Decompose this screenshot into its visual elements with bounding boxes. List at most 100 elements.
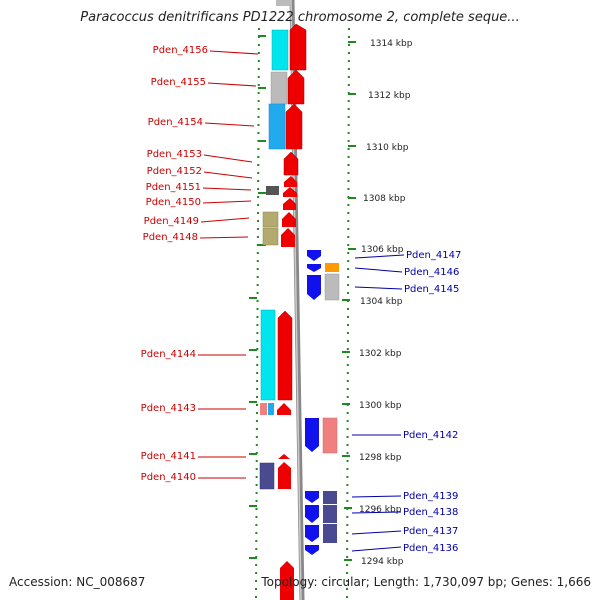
gene-4145-cog[interactable] [324, 273, 340, 301]
gene-4137-cds-arrow[interactable] [305, 525, 319, 542]
gene-label-text[interactable]: Pden_4151 [146, 182, 201, 193]
gene-4156-cog[interactable] [271, 29, 289, 71]
gene-label-text[interactable]: Pden_4138 [403, 507, 458, 518]
gene-label-text[interactable]: Pden_4156 [153, 45, 208, 56]
gene-4144-cog[interactable] [260, 309, 276, 401]
gene-4142-cog[interactable] [322, 417, 338, 454]
topology-summary: Topology: circular; Length: 1,730,097 bp… [261, 575, 591, 589]
gene-4146-cog[interactable] [325, 263, 339, 272]
gene-label-pden-4139[interactable]: Pden_4139 [351, 491, 458, 502]
kbp-tick-label: 1294 kbp [361, 557, 404, 567]
gene-4155-cog[interactable] [270, 71, 288, 105]
gene-4140-cog[interactable] [259, 462, 275, 490]
gene-4149-cds-arrow[interactable] [282, 212, 296, 227]
gene-4139-cds-arrow[interactable] [305, 491, 319, 503]
gene-4143-cds-arrow[interactable] [277, 403, 291, 415]
gene-4140-cds-arrow[interactable] [278, 462, 291, 489]
gene-label-pden-4141[interactable]: Pden_4141 [141, 451, 246, 462]
gene-label-text[interactable]: Pden_4140 [141, 472, 196, 483]
gene-label-text[interactable]: Pden_4145 [404, 284, 459, 295]
kbp-tick-1312: 1312 kbp [258, 87, 411, 101]
gene-label-text[interactable]: Pden_4136 [403, 543, 458, 554]
gene-4149-cog[interactable] [262, 211, 279, 228]
map-title: Paracoccus denitrificans PD1222 chromoso… [80, 10, 520, 25]
gene-4137-cog[interactable] [323, 524, 337, 543]
gene-4151-cds-arrow[interactable] [283, 187, 297, 197]
gene-label-pden-4152[interactable]: Pden_4152 [147, 166, 253, 179]
gene-label-pden-4142[interactable]: Pden_4142 [352, 430, 458, 441]
gene-bottom-cds-arrow[interactable] [280, 561, 294, 600]
gene-label-text[interactable]: Pden_4141 [141, 451, 196, 462]
gene-label-text[interactable]: Pden_4137 [403, 526, 458, 537]
gene-4154-cds-arrow[interactable] [285, 103, 303, 150]
gene-label-text[interactable]: Pden_4146 [404, 267, 459, 278]
kbp-tick-label: 1314 kbp [370, 39, 413, 49]
gene-label-text[interactable]: Pden_4150 [146, 197, 201, 208]
gene-label-text[interactable]: Pden_4143 [141, 403, 196, 414]
gene-label-text[interactable]: Pden_4148 [143, 232, 198, 243]
gene-4153-cds-arrow[interactable] [283, 151, 299, 176]
gene-label-pden-4138[interactable]: Pden_4138 [351, 507, 458, 518]
kbp-tick-label: 1298 kbp [359, 453, 402, 463]
kbp-tick-1304: 1304 kbp [249, 297, 403, 307]
gene-4138-cog[interactable] [323, 505, 337, 523]
kbp-tick-label: 1302 kbp [359, 349, 402, 359]
gene-label-pden-4156[interactable]: Pden_4156 [153, 45, 259, 56]
kbp-tick-1306: 1306 kbp [258, 244, 404, 255]
gene-label-text[interactable]: Pden_4144 [141, 349, 196, 360]
gene-label-pden-4147[interactable]: Pden_4147 [354, 250, 461, 261]
gene-4150-cds-arrow[interactable] [283, 198, 296, 210]
kbp-tick-label: 1312 kbp [368, 91, 411, 101]
gene-4152-cds-arrow[interactable] [284, 176, 297, 187]
kbp-tick-1314: 1314 kbp [258, 35, 413, 49]
gene-4143-cog-b[interactable] [268, 403, 274, 415]
gene-label-text[interactable]: Pden_4154 [148, 117, 203, 128]
gene-4148-cds-arrow[interactable] [281, 228, 295, 247]
gene-4136-cds-arrow[interactable] [305, 545, 319, 555]
gene-4144-cds-arrow[interactable] [277, 310, 293, 401]
kbp-tick-1296: 1296 kbp [249, 505, 402, 515]
gene-4138-cds-arrow[interactable] [305, 505, 319, 523]
gene-label-pden-4140[interactable]: Pden_4140 [141, 472, 246, 483]
gene-top-cds-arrow[interactable] [276, 0, 292, 6]
gene-4142-cds-arrow[interactable] [305, 418, 319, 452]
gene-4143-cog-a[interactable] [260, 403, 267, 415]
gene-4151-cog[interactable] [266, 186, 279, 195]
gene-label-pden-4155[interactable]: Pden_4155 [151, 77, 257, 88]
gene-label-text[interactable]: Pden_4152 [147, 166, 202, 177]
gene-label-text[interactable]: Pden_4139 [403, 491, 458, 502]
gene-4155-cds-arrow[interactable] [287, 69, 305, 105]
gene-4154-cog[interactable] [268, 103, 286, 150]
gene-4145-cds-arrow[interactable] [307, 275, 321, 300]
gene-label-pden-4143[interactable]: Pden_4143 [141, 403, 246, 414]
gene-label-text[interactable]: Pden_4149 [144, 216, 199, 227]
gene-label-pden-4136[interactable]: Pden_4136 [351, 543, 458, 554]
gene-label-pden-4150[interactable]: Pden_4150 [146, 197, 252, 208]
gene-4141-cds-arrow[interactable] [278, 454, 290, 459]
gene-label-pden-4146[interactable]: Pden_4146 [354, 267, 459, 278]
gene-label-text[interactable]: Pden_4153 [147, 149, 202, 160]
gene-4146-cds-arrow[interactable] [307, 264, 321, 272]
kbp-tick-1302: 1302 kbp [249, 349, 402, 359]
accession-text: Accession: NC_008687 [9, 575, 146, 589]
gene-label-text[interactable]: Pden_4147 [406, 250, 461, 261]
outer-ruler-right [346, 27, 350, 599]
gene-label-pden-4151[interactable]: Pden_4151 [146, 182, 252, 193]
gene-label-text[interactable]: Pden_4155 [151, 77, 206, 88]
gene-label-pden-4148[interactable]: Pden_4148 [143, 232, 249, 243]
gene-label-pden-4149[interactable]: Pden_4149 [144, 216, 250, 227]
gene-label-pden-4144[interactable]: Pden_4144 [141, 349, 246, 360]
kbp-tick-label: 1304 kbp [360, 297, 403, 307]
gene-4156-cds-arrow[interactable] [289, 23, 307, 71]
gene-label-pden-4137[interactable]: Pden_4137 [351, 526, 458, 537]
gene-label-pden-4154[interactable]: Pden_4154 [148, 117, 255, 128]
gene-label-pden-4145[interactable]: Pden_4145 [354, 284, 459, 295]
gene-label-text[interactable]: Pden_4142 [403, 430, 458, 441]
gene-4139-cog[interactable] [323, 491, 337, 504]
kbp-tick-label: 1310 kbp [366, 143, 409, 153]
gene-label-pden-4153[interactable]: Pden_4153 [147, 149, 253, 163]
gene-4147-cds-arrow[interactable] [307, 250, 321, 261]
gene-4148-cog[interactable] [262, 227, 279, 246]
